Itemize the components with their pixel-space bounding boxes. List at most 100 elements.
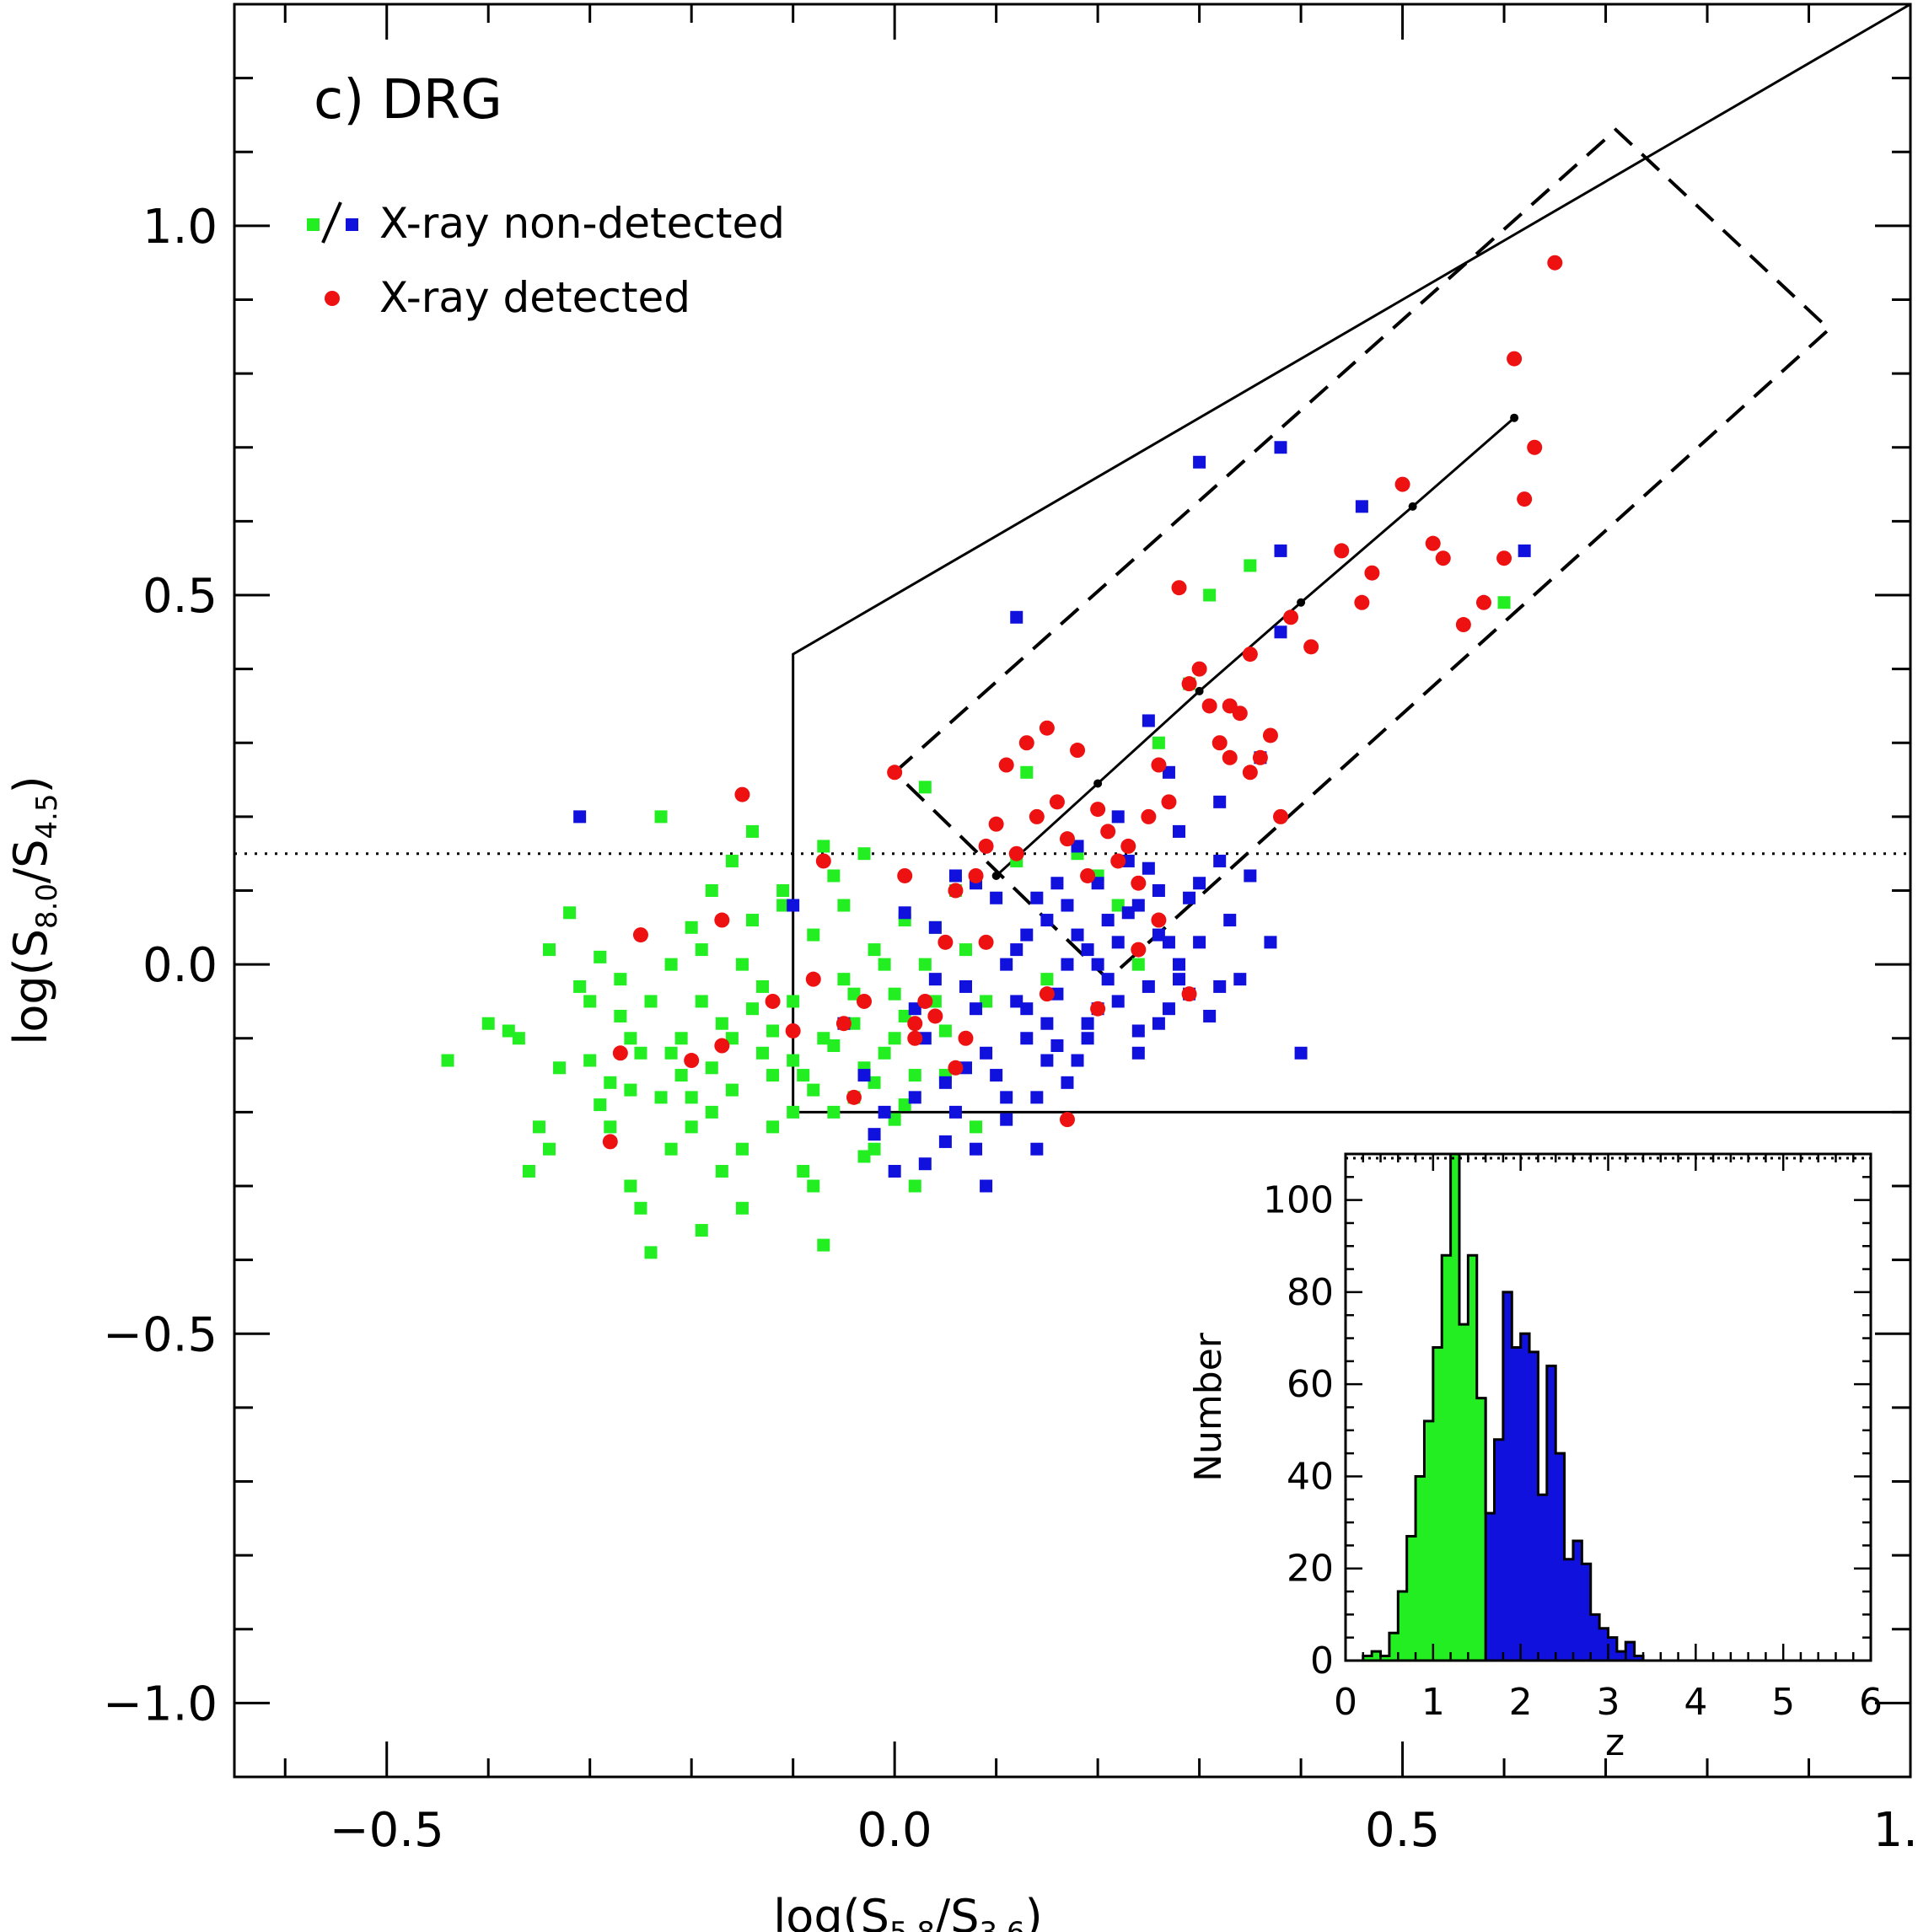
- data-point-blue: [1061, 958, 1074, 971]
- data-point-green: [735, 1142, 749, 1156]
- inset-y-tick-label: 20: [1287, 1548, 1334, 1591]
- series-nondetected-highz: [573, 441, 1531, 1193]
- data-point-green: [695, 1224, 708, 1237]
- data-point-green: [705, 884, 718, 897]
- data-point-blue: [918, 1157, 932, 1171]
- data-point-green: [878, 1046, 891, 1060]
- inset-x-tick-label: 3: [1597, 1681, 1620, 1724]
- data-point-red: [1131, 942, 1147, 958]
- data-point-green: [888, 987, 901, 1001]
- data-point-blue: [948, 869, 962, 883]
- hist-bar: [1572, 1540, 1582, 1661]
- data-point-green: [1203, 588, 1217, 602]
- hist-bar: [1599, 1628, 1609, 1661]
- power-law-node: [1510, 413, 1519, 422]
- data-point-blue: [1050, 877, 1064, 890]
- legend-slash: [321, 201, 342, 244]
- data-point-red: [1242, 765, 1258, 781]
- data-point-blue: [959, 979, 972, 993]
- data-point-blue: [980, 1179, 993, 1193]
- data-point-red: [927, 1008, 943, 1024]
- data-point-blue: [959, 1061, 972, 1075]
- data-point-red: [1110, 853, 1126, 869]
- data-point-green: [715, 1164, 728, 1178]
- hist-bar: [1625, 1642, 1636, 1661]
- data-point-blue: [1142, 714, 1155, 727]
- data-point-green: [624, 1083, 637, 1097]
- data-point-green: [1040, 973, 1054, 986]
- data-point-red: [835, 1016, 852, 1032]
- power-law-node: [991, 871, 1001, 880]
- data-point-green: [705, 1105, 718, 1119]
- agn-wedge-solid: [792, 3, 1911, 1114]
- data-point-red: [1507, 351, 1523, 367]
- data-point-green: [888, 1032, 901, 1045]
- data-point-blue: [1081, 1017, 1094, 1030]
- hist-bar: [1520, 1334, 1530, 1661]
- data-point-blue: [1131, 899, 1145, 912]
- data-point-blue: [857, 1069, 871, 1082]
- hist-bar: [1398, 1591, 1408, 1661]
- data-point-green: [766, 1024, 780, 1038]
- data-point-green: [817, 840, 830, 853]
- data-point-red: [988, 816, 1004, 832]
- data-point-red: [1364, 565, 1380, 581]
- data-point-blue: [1040, 914, 1054, 927]
- data-point-green: [543, 943, 556, 957]
- data-point-blue: [1213, 795, 1227, 808]
- power-law-track: [995, 416, 1516, 877]
- data-point-green: [1244, 559, 1257, 572]
- y-axis-label-base: log(S: [4, 929, 57, 1045]
- data-point-green: [776, 899, 790, 912]
- hist-bar: [1406, 1536, 1416, 1661]
- data-point-red: [1029, 808, 1045, 824]
- data-point-green: [644, 995, 658, 1008]
- data-point-blue: [1040, 1054, 1054, 1067]
- data-point-blue: [1061, 1076, 1074, 1089]
- data-point-blue: [1142, 979, 1155, 993]
- data-point-green: [563, 906, 577, 920]
- data-point-blue: [1274, 625, 1287, 639]
- data-point-green: [878, 958, 891, 971]
- data-point-blue: [1010, 995, 1023, 1008]
- data-point-green: [553, 1061, 567, 1075]
- data-point-green: [847, 987, 861, 1001]
- y-tick-label: −0.5: [103, 1307, 218, 1362]
- data-point-green: [918, 781, 932, 794]
- hist-bar: [1442, 1255, 1452, 1661]
- hist-bar: [1502, 1291, 1512, 1661]
- inset-x-tick-label: 0: [1334, 1681, 1357, 1724]
- data-point-green: [735, 958, 749, 971]
- data-point-green: [654, 1091, 668, 1104]
- data-point-green: [868, 1142, 881, 1156]
- data-point-green: [938, 1024, 952, 1038]
- data-point-green: [745, 824, 759, 838]
- data-point-red: [907, 1016, 923, 1032]
- inset-x-tick-label: 5: [1771, 1681, 1795, 1724]
- data-point-red: [1049, 794, 1065, 810]
- data-point-blue: [1173, 973, 1186, 986]
- data-point-red: [632, 927, 648, 943]
- data-point-red: [1141, 808, 1157, 824]
- data-point-red: [1496, 550, 1512, 566]
- x-axis-label-sub2: 3.6: [980, 1916, 1025, 1932]
- data-point-red: [1171, 580, 1187, 596]
- panel-label: c) DRG: [314, 69, 502, 131]
- data-point-blue: [1264, 936, 1277, 949]
- data-point-green: [807, 1083, 820, 1097]
- data-point-red: [1222, 749, 1238, 765]
- data-point-blue: [1101, 973, 1115, 986]
- y-axis-label-mid: /S: [4, 839, 57, 883]
- x-axis-label-sub1: 5.8: [889, 1916, 935, 1932]
- data-point-red: [1242, 647, 1258, 663]
- data-point-blue: [1223, 914, 1237, 927]
- data-point-blue: [1010, 610, 1023, 624]
- data-point-green: [522, 1164, 535, 1178]
- hist-bar: [1616, 1651, 1626, 1661]
- data-point-blue: [990, 891, 1003, 904]
- data-point-green: [766, 1120, 780, 1134]
- data-point-red: [602, 1134, 618, 1150]
- data-point-blue: [898, 906, 911, 920]
- data-point-green: [705, 1061, 718, 1075]
